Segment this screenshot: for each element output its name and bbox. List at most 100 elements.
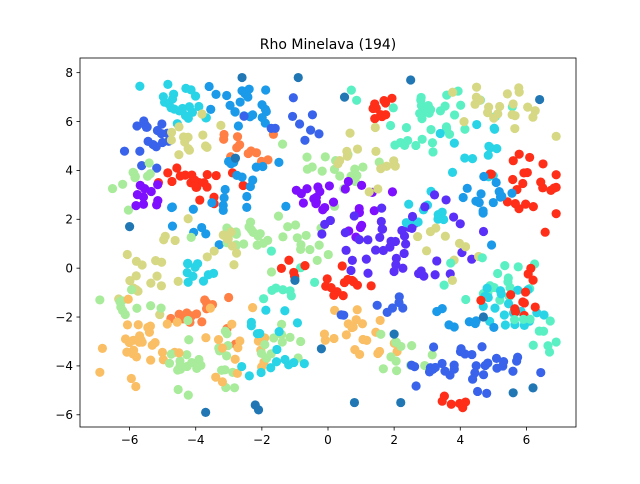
data-point-715 (506, 290, 516, 300)
data-point-433 (432, 256, 442, 266)
data-point-182 (278, 232, 288, 242)
data-point-297 (175, 356, 185, 366)
data-point-753 (536, 367, 546, 378)
data-point-660 (440, 231, 450, 241)
data-point-150 (219, 193, 229, 203)
data-point-799 (266, 123, 276, 134)
data-point-621 (521, 199, 531, 209)
data-point-135 (251, 162, 261, 172)
data-point-694 (490, 303, 500, 313)
data-point-227 (157, 257, 167, 267)
data-point-269 (146, 355, 156, 365)
data-point-795 (314, 129, 324, 139)
data-point-96 (142, 171, 153, 181)
data-point-165 (186, 232, 196, 242)
data-point-772 (440, 366, 450, 376)
data-point-526 (370, 122, 380, 133)
data-point-452 (322, 274, 332, 284)
data-point-746 (472, 386, 483, 397)
data-point-435 (371, 245, 381, 255)
data-point-307 (184, 335, 194, 345)
data-point-691 (513, 285, 523, 295)
data-point-761 (482, 388, 492, 398)
data-point-256 (133, 320, 143, 330)
data-point-236 (156, 303, 166, 313)
data-point-627 (476, 189, 486, 199)
data-point-447 (300, 261, 310, 271)
data-point-711 (499, 310, 509, 320)
data-point-674 (461, 294, 471, 305)
data-point-796 (294, 119, 305, 129)
data-point-315 (205, 303, 215, 313)
data-point-558 (417, 134, 427, 144)
data-point-593 (472, 119, 482, 130)
data-point-569 (523, 102, 533, 112)
data-point-545 (385, 120, 396, 131)
data-point-600 (467, 154, 478, 164)
axes-layer: −6 −4 −2 0 2 4 6 −6 −4 −2 0 2 4 6 8 (55, 57, 577, 447)
data-point-208 (208, 268, 219, 279)
data-point-272 (123, 294, 133, 304)
data-point-138 (281, 201, 291, 211)
data-point-666 (377, 203, 387, 213)
data-point-68 (157, 137, 168, 148)
data-point-128 (153, 196, 163, 206)
data-point-72 (141, 122, 152, 132)
data-point-357 (285, 286, 295, 296)
data-point-14 (187, 107, 198, 117)
data-point-73 (157, 119, 167, 129)
data-point-149 (167, 202, 178, 212)
data-point-184 (266, 267, 277, 277)
data-point-669 (441, 195, 451, 205)
data-point-59 (132, 121, 142, 131)
data-point-608 (551, 170, 561, 180)
data-point-334 (216, 365, 227, 375)
data-point-164 (245, 217, 256, 227)
data-point-394 (328, 197, 339, 207)
data-point-478 (351, 315, 361, 325)
data-point-219 (160, 231, 170, 241)
data-point-140 (248, 175, 258, 185)
data-point-393 (324, 181, 334, 191)
data-point-581 (514, 87, 524, 97)
data-point-166 (239, 239, 249, 249)
data-point-678 (500, 261, 510, 271)
data-point-396 (387, 187, 398, 197)
data-point-43 (211, 89, 221, 99)
data-point-348 (272, 344, 282, 355)
data-point-708 (483, 292, 493, 303)
data-point-383 (311, 199, 321, 209)
data-point-440 (430, 270, 440, 280)
data-point-755 (492, 363, 502, 373)
data-point-610 (508, 174, 518, 185)
data-point-9 (163, 79, 173, 89)
data-point-392 (343, 176, 353, 187)
data-point-386 (298, 198, 308, 208)
data-point-661 (425, 227, 436, 237)
data-point-49 (219, 129, 229, 140)
data-point-634 (471, 196, 481, 206)
data-point-403 (357, 220, 367, 230)
data-point-199 (229, 260, 239, 270)
data-point-718 (520, 287, 531, 297)
data-point-459 (349, 277, 359, 287)
data-point-586 (471, 82, 482, 92)
data-point-812 (508, 388, 518, 398)
data-point-289 (183, 390, 193, 400)
data-point-773 (428, 342, 439, 352)
data-point-194 (209, 246, 219, 256)
data-point-193 (231, 248, 242, 258)
data-point-512 (387, 93, 397, 103)
data-point-441 (391, 260, 401, 270)
data-point-740 (528, 340, 538, 350)
data-point-114 (191, 182, 201, 192)
data-point-240 (224, 292, 234, 303)
data-point-533 (423, 100, 433, 111)
data-point-574 (530, 106, 540, 116)
data-point-118 (190, 175, 200, 185)
data-point-557 (460, 124, 470, 134)
data-point-577 (489, 113, 499, 123)
data-point-338 (277, 337, 287, 347)
data-point-730 (444, 320, 454, 330)
data-point-639 (496, 191, 507, 201)
